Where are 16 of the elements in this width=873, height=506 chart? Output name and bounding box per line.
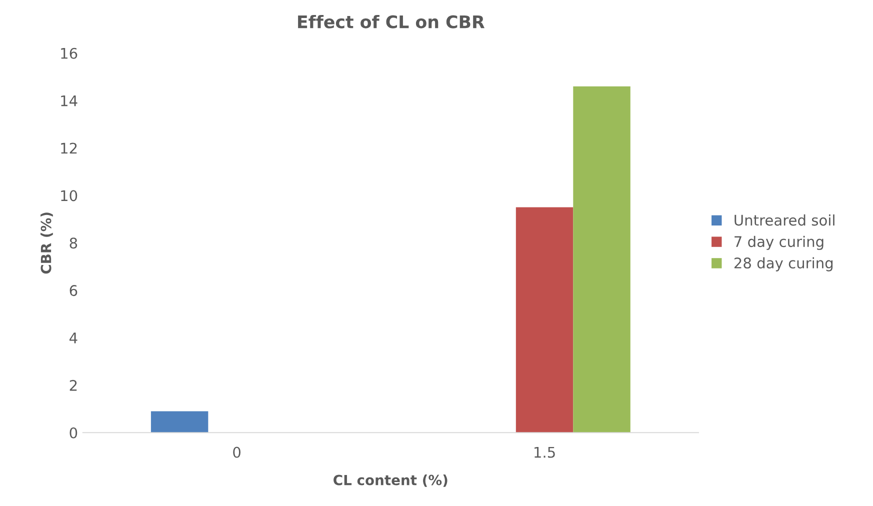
x-tick-label: 1.5 — [534, 446, 555, 458]
y-axis-title: CBR (%) — [40, 212, 53, 274]
y-tick-label: 12 — [61, 142, 77, 154]
y-tick-label: 6 — [70, 285, 78, 296]
y-tick-label: 16 — [61, 48, 78, 59]
y-tick-label: 4 — [70, 332, 78, 344]
x-axis-title: CL content (%) — [334, 474, 448, 487]
legend-label: Untreared soil — [734, 214, 834, 226]
y-tick-label: 2 — [70, 380, 77, 391]
legend-label: 7 day curing — [734, 236, 824, 250]
y-tick-label: 14 — [61, 95, 78, 106]
y-tick-label: 10 — [61, 190, 78, 202]
y-tick-label: 0 — [70, 427, 78, 438]
chart-title: Effect of CL on CBR — [298, 14, 485, 28]
y-tick-label: 8 — [70, 238, 78, 249]
legend-label: 28 day curing — [734, 257, 833, 272]
